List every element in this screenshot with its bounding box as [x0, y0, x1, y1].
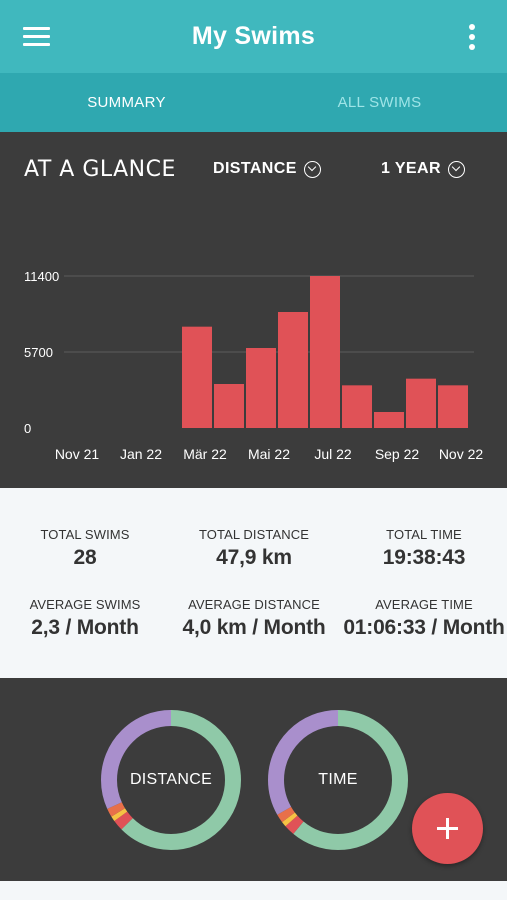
- distance-bar-chart: 0 5700 11400 Nov 21 Jan 22 Mär 22 Mai 22 Jul 22…: [24, 269, 484, 462]
- stat-value: 19:38:43: [382, 546, 466, 569]
- donut-segment: [268, 710, 408, 850]
- x-tick-label: Jan 22: [120, 446, 162, 462]
- app-title: My Swims: [191, 22, 316, 50]
- stat-total-time: TOTAL TIME 19:38:43: [339, 527, 507, 570]
- y-tick-label: 11400: [24, 269, 59, 284]
- stat-value: 4,0 km / Month: [182, 616, 326, 639]
- stat-label: AVERAGE SWIMS: [29, 597, 141, 612]
- metric-dropdown-label: DISTANCE: [213, 160, 297, 177]
- x-tick-label: Nov 22: [439, 446, 484, 462]
- glance-title: AT A GLANCE: [24, 157, 176, 182]
- bar[interactable]: [310, 276, 340, 428]
- range-dropdown-label: 1 YEAR: [381, 160, 441, 177]
- stat-total-distance: TOTAL DISTANCE 47,9 km: [169, 527, 339, 570]
- distance-donut-label: DISTANCE: [129, 771, 213, 788]
- bar[interactable]: [214, 384, 244, 428]
- stat-value: 2,3 / Month: [31, 616, 139, 639]
- tab-all-swims[interactable]: ALL SWIMS: [337, 94, 422, 111]
- x-tick-label: Mär 22: [183, 446, 227, 462]
- stat-average-swims: AVERAGE SWIMS 2,3 / Month: [0, 597, 170, 640]
- stat-label: AVERAGE DISTANCE: [188, 597, 320, 612]
- stat-label: AVERAGE TIME: [375, 597, 473, 612]
- y-tick-label: 5700: [24, 345, 53, 360]
- metric-dropdown[interactable]: DISTANCE: [213, 160, 321, 178]
- plus-icon-stroke: [446, 818, 449, 839]
- bar[interactable]: [406, 378, 436, 428]
- tab-summary[interactable]: SUMMARY: [87, 94, 166, 111]
- bar[interactable]: [342, 385, 372, 428]
- stat-label: TOTAL SWIMS: [40, 527, 130, 542]
- x-tick-label: Jul 22: [314, 446, 352, 462]
- stat-total-swims: TOTAL SWIMS 28: [0, 527, 170, 570]
- hamburger-menu-icon[interactable]: [23, 27, 50, 47]
- bottom-strip: [0, 881, 507, 900]
- range-dropdown[interactable]: 1 YEAR: [381, 160, 465, 178]
- donut-segment: [101, 710, 241, 850]
- time-donut-label: TIME: [318, 771, 358, 788]
- stat-average-time: AVERAGE TIME 01:06:33 / Month: [339, 597, 507, 640]
- stat-label: TOTAL DISTANCE: [199, 527, 309, 542]
- distance-donut-chart[interactable]: [96, 705, 246, 855]
- bar[interactable]: [278, 312, 308, 428]
- app-bar: My Swims: [0, 0, 507, 73]
- chevron-down-icon: [303, 160, 321, 178]
- time-donut-chart[interactable]: [263, 705, 413, 855]
- stat-average-distance: AVERAGE DISTANCE 4,0 km / Month: [169, 597, 339, 640]
- y-tick-label: 0: [24, 421, 31, 436]
- stat-value: 01:06:33 / Month: [343, 616, 505, 639]
- stat-label: TOTAL TIME: [386, 527, 462, 542]
- chevron-down-icon: [447, 160, 465, 178]
- bar[interactable]: [438, 385, 468, 428]
- at-a-glance-panel: AT A GLANCE DISTANCE 1 YEAR 0 5700 11400 No…: [0, 132, 507, 488]
- stat-value: 47,9 km: [216, 546, 292, 569]
- more-options-icon[interactable]: [462, 24, 482, 50]
- bar[interactable]: [182, 326, 212, 428]
- add-swim-button[interactable]: [412, 793, 483, 864]
- x-tick-label: Mai 22: [248, 446, 290, 462]
- stat-value: 28: [73, 546, 97, 569]
- x-tick-label: Sep 22: [375, 446, 420, 462]
- bar[interactable]: [246, 348, 276, 428]
- bar[interactable]: [374, 412, 404, 428]
- tab-bar: SUMMARY ALL SWIMS: [0, 73, 507, 132]
- stats-panel: TOTAL SWIMS 28 TOTAL DISTANCE 47,9 km TO…: [0, 488, 507, 678]
- x-tick-label: Nov 21: [55, 446, 100, 462]
